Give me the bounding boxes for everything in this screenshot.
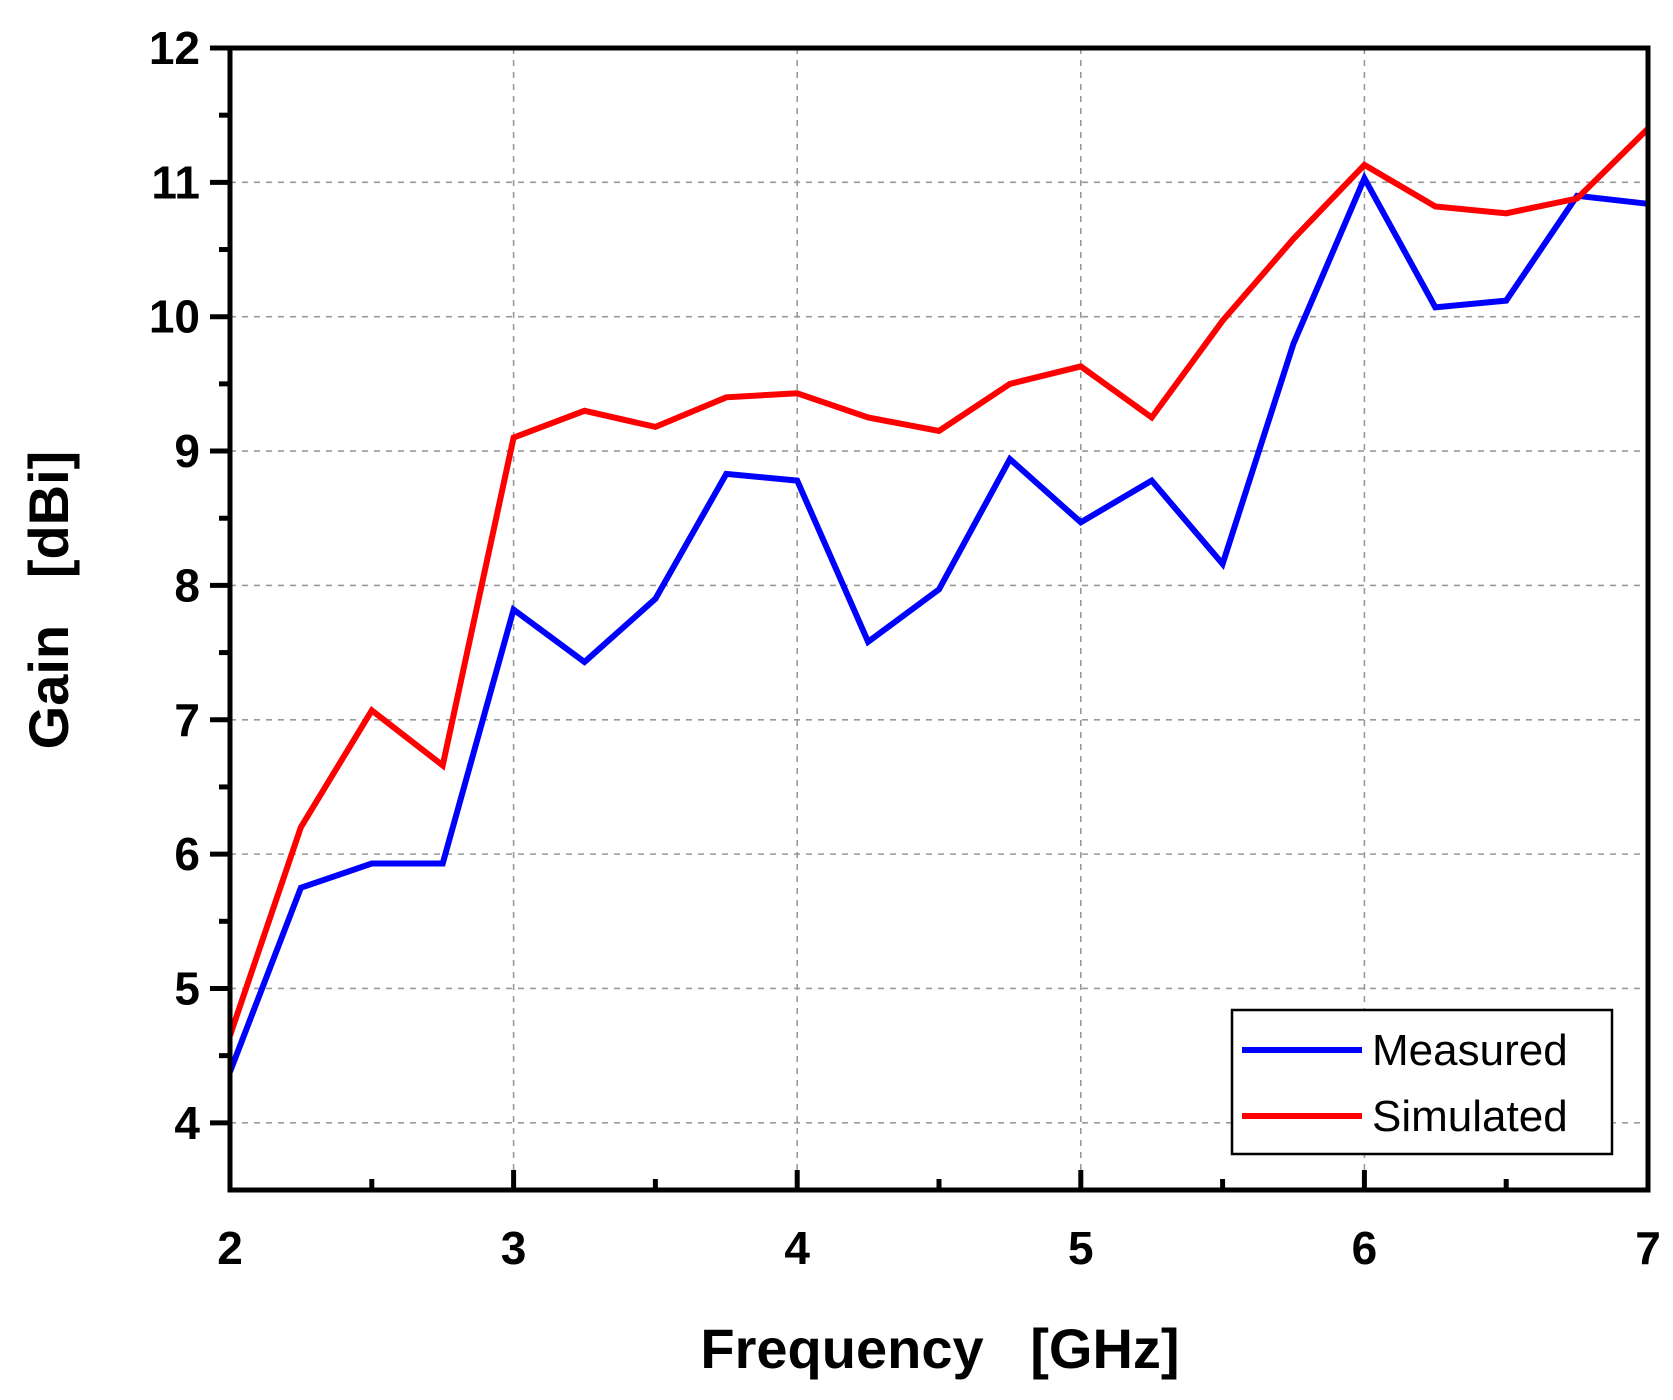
y-tick-labels: 4 5 6 7 8 9 10 11 12 bbox=[149, 22, 201, 1149]
legend-box bbox=[1230, 1008, 1614, 1156]
legend-label-measured: Measured bbox=[1372, 1026, 1568, 1075]
y-tick-label: 5 bbox=[174, 962, 200, 1014]
x-tick-label: 2 bbox=[217, 1222, 243, 1274]
x-tick-label: 7 bbox=[1635, 1222, 1661, 1274]
y-tick-label: 11 bbox=[151, 156, 200, 208]
x-tick-label: 4 bbox=[784, 1222, 810, 1274]
y-tick-label: 7 bbox=[174, 694, 200, 746]
y-tick-label: 4 bbox=[174, 1097, 200, 1149]
x-tick-label: 6 bbox=[1352, 1222, 1378, 1274]
y-tick-label: 8 bbox=[174, 559, 200, 611]
x-tick-label: 5 bbox=[1068, 1222, 1094, 1274]
series-line-measured bbox=[227, 171, 1649, 1073]
x-axis-title: Frequency [GHz] bbox=[700, 1317, 1179, 1380]
y-tick-label: 12 bbox=[149, 22, 200, 74]
series-line-simulated bbox=[227, 126, 1651, 1037]
x-tick-labels: 2 3 4 5 6 7 bbox=[217, 1222, 1661, 1274]
legend: Measured Simulated bbox=[1230, 1008, 1614, 1156]
axis-ticks bbox=[210, 45, 1651, 1190]
y-tick-label: 6 bbox=[174, 828, 200, 880]
legend-label-simulated: Simulated bbox=[1372, 1092, 1568, 1141]
y-tick-label: 10 bbox=[149, 291, 200, 343]
x-tick-label: 3 bbox=[501, 1222, 527, 1274]
y-tick-label: 9 bbox=[174, 425, 200, 477]
series-layer bbox=[227, 126, 1651, 1073]
y-axis-title: Gain [dBi] bbox=[17, 451, 80, 750]
